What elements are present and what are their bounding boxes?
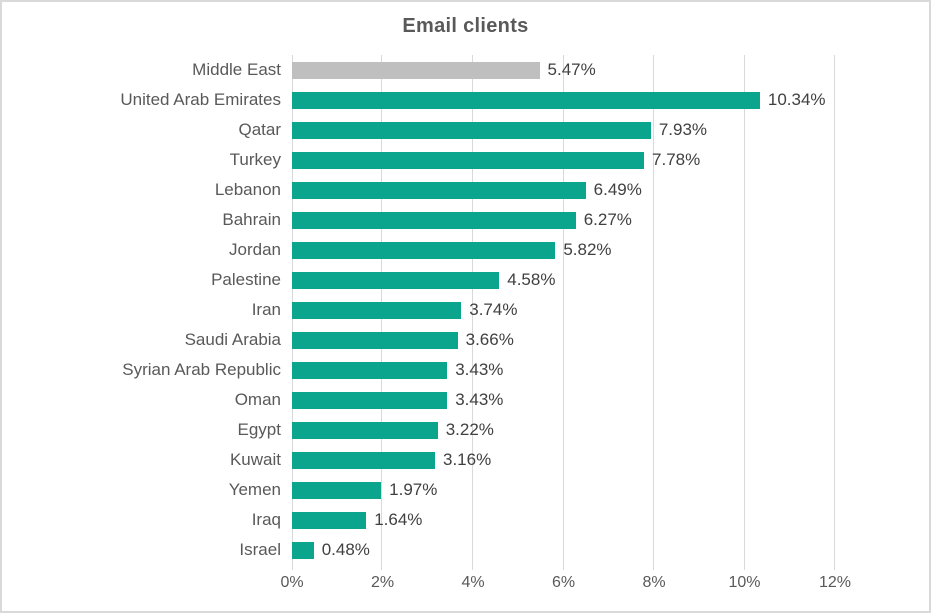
axis-tick-mark [381,565,383,570]
category-label: Kuwait [229,450,281,469]
bar-row: 3.22% [292,415,835,445]
bar-row: 7.78% [292,145,835,175]
axis-tick-label: 6% [551,574,576,591]
value-label: 7.78% [652,150,701,169]
bar [292,211,576,229]
bar-row: 3.43% [292,385,835,415]
value-label: 0.48% [321,540,370,559]
bar-row: 5.82% [292,235,835,265]
category-label: Israel [239,540,281,559]
value-label: 6.49% [593,180,642,199]
bar-row: 7.93% [292,115,835,145]
gridline [562,55,564,565]
bar-row: 6.27% [292,205,835,235]
bar [292,61,540,79]
bar [292,181,586,199]
axis-tick-mark [834,565,835,570]
category-label: Syrian Arab Republic [122,360,281,379]
bar [292,361,448,379]
axis-tick-mark [292,565,293,570]
x-axis: 0% 2% 4% 6% 8% 10% 12% [280,565,851,597]
bar-row: 3.74% [292,295,835,325]
bar-row: 4.58% [292,265,835,295]
value-label: 3.43% [455,390,504,409]
bar-row: 0.48% [292,535,835,565]
value-label: 7.93% [658,120,708,139]
plot-area: 5.47% 10.34% 7.93% 7.78% 6.49% 6.27% 5.8… [292,55,835,565]
bar-row: 6.49% [292,175,835,205]
bar-row: 3.66% [292,325,835,355]
gridline [834,55,835,565]
bar [292,121,651,139]
axis-tick-mark [471,565,473,570]
category-label: Egypt [237,420,281,439]
axis-tick-mark [743,565,745,570]
gridline [743,55,745,565]
bar [292,511,367,529]
axis-tick-label: 10% [728,574,761,591]
axis-tick-label: 8% [642,574,666,591]
bar-row: 10.34% [292,85,835,115]
category-label: Iran [251,300,281,319]
axis-tick-mark [562,565,564,570]
bar [292,541,314,559]
category-label: Palestine [211,270,281,289]
bar [292,151,645,169]
category-label: Lebanon [214,180,281,199]
category-label: Iraq [251,510,281,529]
bar-row: 3.16% [292,445,835,475]
value-label: 1.97% [389,480,438,499]
category-label: Qatar [238,120,281,139]
category-label: Jordan [229,240,281,259]
bar [292,241,556,259]
value-label: 1.64% [374,510,423,529]
axis-tick-label: 4% [461,574,485,591]
axis-tick-label: 0% [280,574,304,591]
bar [292,271,500,289]
bar [292,91,760,109]
value-label: 5.47% [547,60,596,79]
category-label: Saudi Arabia [184,330,281,349]
category-label: Bahrain [222,210,281,229]
bar-row: 5.47% [292,55,835,85]
value-label: 10.34% [767,90,826,109]
value-label: 6.27% [583,210,632,229]
axis-tick-label: 2% [370,574,395,591]
bar [292,481,382,499]
bar [292,391,448,409]
gridline [471,55,473,565]
chart-body: Middle East United Arab Emirates Qatar Turk… [2,55,929,565]
value-label: 4.58% [507,270,556,289]
category-label: Middle East [192,60,281,79]
category-label: United Arab Emirates [120,90,281,109]
bar [292,301,462,319]
bar-row: 1.97% [292,475,835,505]
value-label: 3.22% [445,420,494,439]
value-label: 3.66% [465,330,514,349]
value-label: 3.74% [469,300,518,319]
category-label: Oman [234,390,281,409]
value-label: 5.82% [563,240,612,259]
axis-tick-label: 12% [818,574,852,591]
bar-row: 3.43% [292,355,835,385]
bar [292,331,458,349]
value-label: 3.43% [455,360,504,379]
y-axis-labels: Middle East United Arab Emirates Qatar Turk… [2,55,292,565]
axis-tick-mark [652,565,654,570]
gridline [652,55,654,565]
category-label: Turkey [229,150,281,169]
category-label: Yemen [228,480,281,499]
bar-row: 1.64% [292,505,835,535]
bar [292,451,435,469]
chart-title: Email clients [402,15,529,37]
value-label: 3.16% [442,450,492,469]
bar [292,421,438,439]
bar-rows: 5.47% 10.34% 7.93% 7.78% 6.49% 6.27% 5.8… [292,55,835,565]
